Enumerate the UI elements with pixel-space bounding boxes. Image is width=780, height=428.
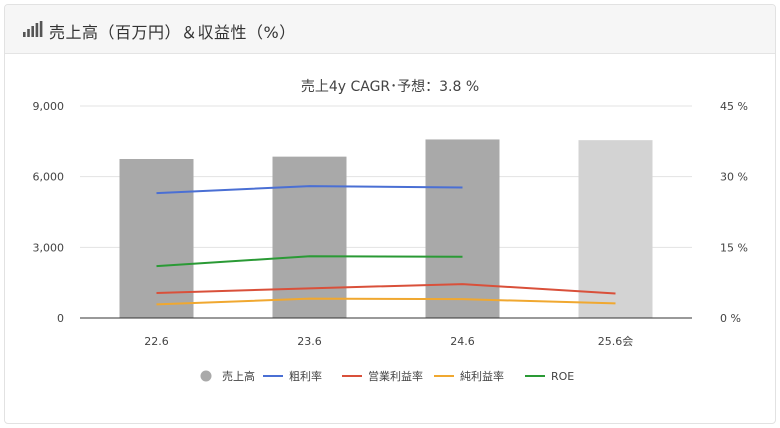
legend-label: 純利益率 bbox=[460, 369, 504, 383]
series-line-ROE bbox=[156, 255, 463, 268]
card-title: 売上高（百万円）＆収益性（%） bbox=[49, 23, 296, 42]
legend-label: 売上高 bbox=[222, 369, 255, 383]
bar-24.6 bbox=[425, 139, 500, 318]
right-axis-tick: 30 % bbox=[720, 171, 748, 184]
legend-label: 粗利率 bbox=[289, 369, 322, 383]
right-axis-tick: 15 % bbox=[720, 241, 748, 254]
x-tick-label: 25.6会 bbox=[598, 335, 634, 348]
right-axis-tick: 45 % bbox=[720, 100, 748, 113]
bar-25.6会 bbox=[578, 140, 653, 318]
right-axis-tick: 0 % bbox=[720, 312, 741, 325]
left-axis-tick: 0 bbox=[57, 312, 64, 325]
x-tick-label: 23.6 bbox=[297, 335, 322, 348]
x-tick-label: 24.6 bbox=[450, 335, 475, 348]
bar-22.6 bbox=[119, 159, 194, 318]
chart-title: 売上4y CAGR･予想：3.8 % bbox=[301, 79, 479, 95]
bar-23.6 bbox=[272, 156, 347, 318]
series-line-営業利益率 bbox=[156, 283, 616, 295]
left-axis-tick: 6,000 bbox=[33, 171, 65, 184]
left-axis-tick: 9,000 bbox=[33, 100, 65, 113]
series-line-純利益率 bbox=[156, 297, 616, 306]
series-line-粗利率 bbox=[156, 185, 463, 195]
legend-label: 営業利益率 bbox=[368, 369, 423, 383]
legend-marker-売上高 bbox=[200, 370, 212, 382]
x-tick-label: 22.6 bbox=[144, 335, 169, 348]
left-axis-tick: 3,000 bbox=[33, 241, 65, 254]
bar-chart-icon bbox=[23, 21, 43, 37]
legend-label: ROE bbox=[551, 370, 574, 383]
card-header: 売上高（百万円）＆収益性（%） bbox=[5, 5, 775, 54]
